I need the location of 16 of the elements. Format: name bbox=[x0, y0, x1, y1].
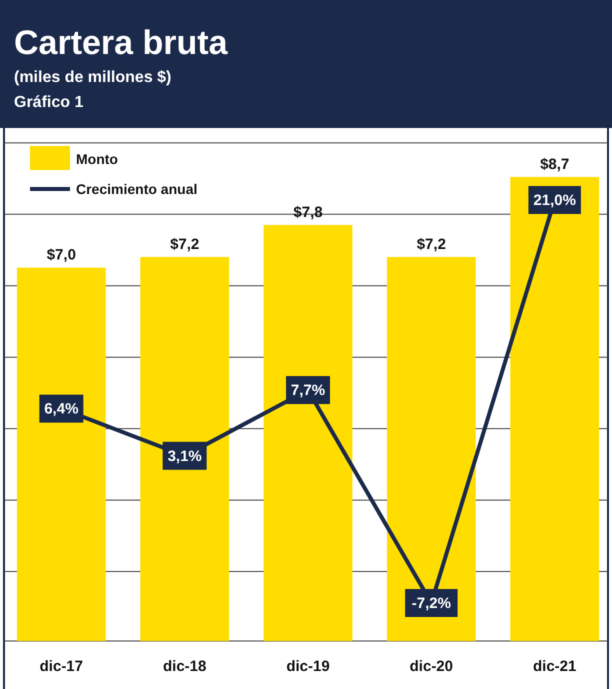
x-tick-label: dic-21 bbox=[532, 658, 576, 675]
data-label: $7,0 bbox=[46, 246, 76, 264]
x-tick-label: dic-17 bbox=[40, 658, 84, 675]
chart-title: Cartera bruta bbox=[14, 24, 229, 62]
data-label: $7,2 bbox=[170, 236, 200, 253]
x-tick-label: dic-20 bbox=[410, 658, 454, 675]
legend-label: Monto bbox=[76, 151, 118, 167]
data-label: $7,2 bbox=[416, 236, 446, 253]
data-label: 21,0% bbox=[533, 192, 576, 209]
x-tick-label: dic-18 bbox=[162, 658, 206, 675]
legend-label: Crecimiento anual bbox=[76, 181, 198, 197]
data-label: $8,7 bbox=[540, 156, 570, 173]
text: Gráfico 1 bbox=[14, 94, 84, 111]
chart-subtitle: (miles de millones $) bbox=[14, 69, 172, 86]
x-tick-label: dic-19 bbox=[286, 658, 330, 675]
data-label: -7,2% bbox=[412, 595, 451, 612]
